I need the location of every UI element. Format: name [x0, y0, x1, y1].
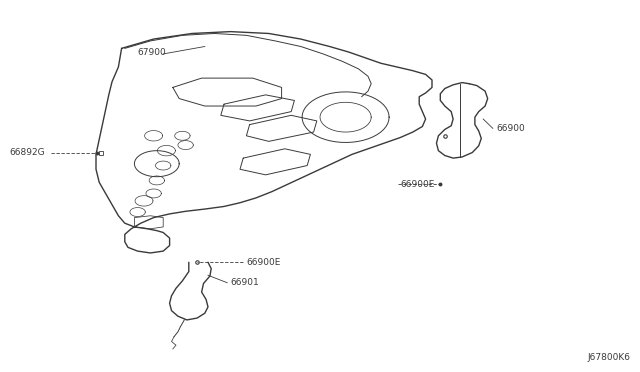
Text: 67900: 67900 [138, 48, 166, 57]
Text: J67800K6: J67800K6 [588, 353, 630, 362]
Text: 66900: 66900 [496, 124, 525, 133]
Text: 66900E: 66900E [400, 180, 435, 189]
Text: 66901: 66901 [230, 278, 259, 287]
Text: 66892G: 66892G [10, 148, 45, 157]
Text: 66900E: 66900E [246, 258, 281, 267]
